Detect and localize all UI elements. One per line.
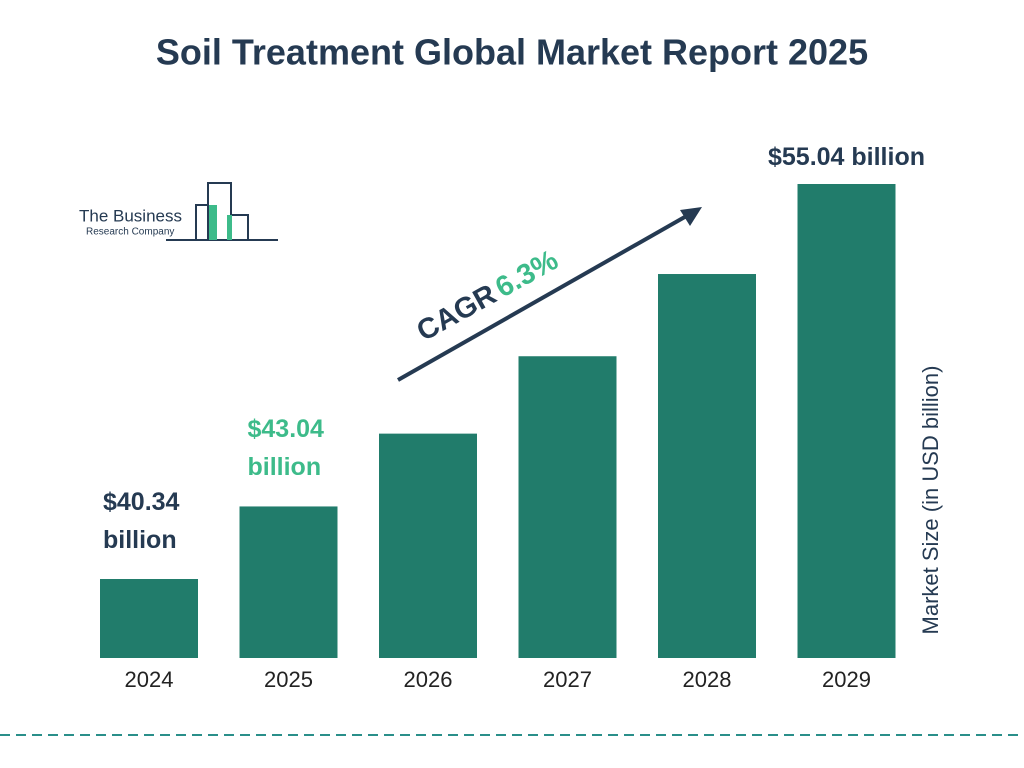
cagr-value: 6.3% [490, 244, 564, 304]
chart-title: Soil Treatment Global Market Report 2025 [156, 32, 868, 73]
value-label: $55.04 billion [767, 143, 925, 171]
logo: The Business Research Company [79, 182, 278, 241]
x-tick-label: 2029 [822, 667, 871, 692]
y-axis-label: Market Size (in USD billion) [918, 366, 943, 635]
bar [379, 433, 477, 658]
x-tick-label: 2027 [543, 667, 592, 692]
x-tick-label: 2026 [404, 667, 453, 692]
bar [518, 356, 617, 658]
cagr-label: CAGR [412, 278, 502, 347]
logo-subtext: Research Company [86, 227, 174, 238]
x-tick-label: 2028 [683, 667, 732, 692]
x-tick-label: 2025 [264, 667, 313, 692]
bar [797, 184, 896, 658]
x-tick-label: 2024 [125, 667, 174, 692]
bar [100, 579, 198, 658]
value-label: $43.04 billion [247, 415, 324, 482]
bar [239, 506, 338, 658]
value-label: $40.34 billion [103, 488, 180, 554]
bar [658, 274, 756, 658]
logo-text: The Business [79, 206, 182, 225]
cagr-arrow [397, 207, 702, 382]
